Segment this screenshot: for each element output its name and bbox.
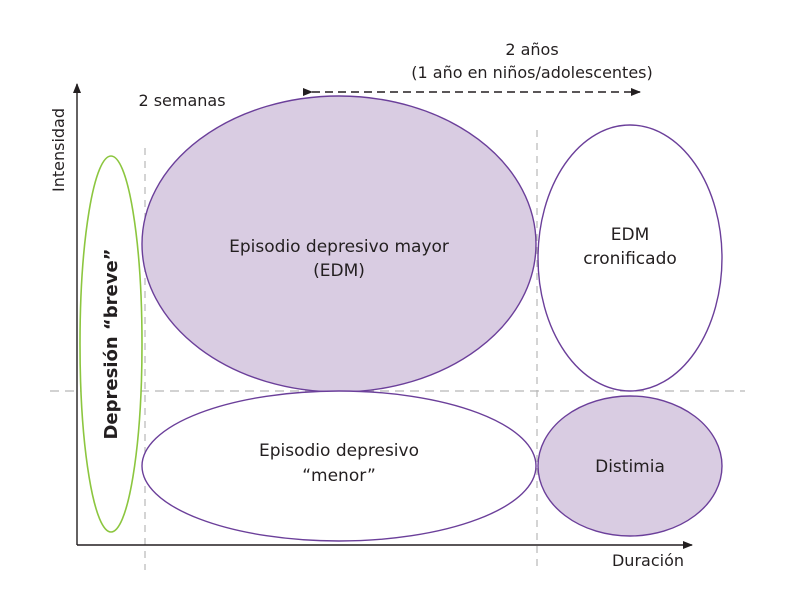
two-years-label: 2 años [505,40,558,59]
chronic-mde-label-1: EDM [611,225,650,245]
brief-depression-region [79,155,143,533]
major-episode-label: Episodio depresivo mayor [229,237,449,257]
chronic-mde-region [537,124,723,392]
minor-episode-label-2: “menor” [302,466,376,486]
dysthymia-label: Distimia [595,457,665,477]
chronic-mde-label-2: cronificado [583,249,677,269]
dysthymia-region [537,395,723,537]
two-years-children-label: (1 año en niños/adolescentes) [411,63,653,82]
brief-depression-label: Depresión “breve” [101,248,122,439]
minor-episode-label-1: Episodio depresivo [259,441,419,461]
minor-depressive-episode-region [141,390,537,542]
major-episode-abbrev: (EDM) [313,261,365,281]
y-axis-label: Intensidad [49,108,68,192]
x-axis-label: Duración [612,551,684,570]
two-weeks-label: 2 semanas [138,91,225,110]
